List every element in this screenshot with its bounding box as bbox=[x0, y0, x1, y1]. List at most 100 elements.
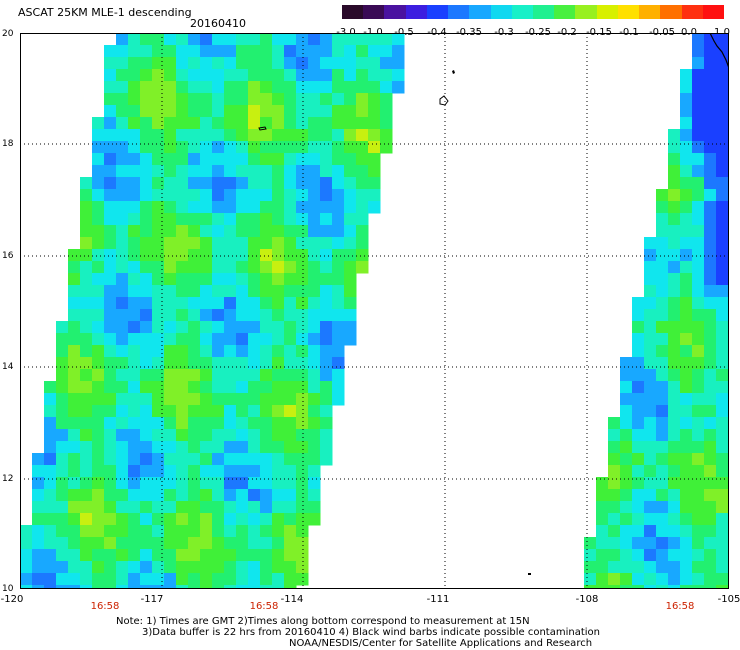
swath-cell bbox=[212, 333, 225, 346]
swath-cell bbox=[308, 417, 321, 430]
swath-cell bbox=[260, 477, 273, 490]
swath-cell bbox=[128, 189, 141, 202]
swath-cell bbox=[248, 165, 261, 178]
swath-cell bbox=[200, 81, 213, 94]
swath-cell bbox=[188, 261, 201, 274]
swath-cell bbox=[344, 45, 357, 58]
swath-cell bbox=[704, 465, 717, 478]
swath-cell bbox=[620, 573, 633, 586]
swath-cell bbox=[140, 57, 153, 70]
swath-cell bbox=[80, 177, 93, 190]
swath-cell bbox=[380, 33, 393, 46]
swath-cell bbox=[44, 477, 57, 490]
swath-cell bbox=[200, 201, 213, 214]
swath-cell bbox=[632, 513, 645, 526]
swath-cell bbox=[92, 381, 105, 394]
swath-cell bbox=[692, 489, 705, 502]
swath-cell bbox=[236, 537, 249, 550]
swath-cell bbox=[656, 417, 669, 430]
swath-cell bbox=[188, 585, 201, 589]
swath-cell bbox=[104, 141, 117, 154]
swath-cell bbox=[692, 141, 705, 154]
swath-cell bbox=[632, 453, 645, 466]
swath-cell bbox=[644, 309, 657, 322]
swath-cell bbox=[332, 165, 345, 178]
swath-cell bbox=[668, 189, 681, 202]
swath-cell bbox=[632, 537, 645, 550]
swath-cell bbox=[668, 393, 681, 406]
swath-cell bbox=[176, 561, 189, 574]
swath-cell bbox=[128, 45, 141, 58]
swath-cell bbox=[260, 105, 273, 118]
swath-cell bbox=[284, 333, 297, 346]
swath-cell bbox=[140, 405, 153, 418]
swath-cell bbox=[188, 249, 201, 262]
swath-cell bbox=[152, 537, 165, 550]
swath-cell bbox=[668, 561, 681, 574]
swath-cell bbox=[260, 177, 273, 190]
swath-cell bbox=[380, 93, 393, 106]
swath-cell bbox=[320, 237, 333, 250]
swath-cell bbox=[308, 453, 321, 466]
swath-cell bbox=[68, 393, 81, 406]
swath-cell bbox=[248, 405, 261, 418]
swath-cell bbox=[188, 333, 201, 346]
note-line-1: Note: 1) Times are GMT 2)Times along bot… bbox=[116, 616, 530, 627]
swath-cell bbox=[716, 573, 729, 586]
swath-cell bbox=[116, 489, 129, 502]
swath-cell bbox=[248, 273, 261, 286]
swath-cell bbox=[140, 177, 153, 190]
swath-cell bbox=[32, 573, 45, 586]
swath-cell bbox=[164, 57, 177, 70]
swath-cell bbox=[272, 357, 285, 370]
swath-cell bbox=[332, 285, 345, 298]
swath-cell bbox=[92, 561, 105, 574]
swath-cell bbox=[704, 225, 717, 238]
swath-cell bbox=[320, 213, 333, 226]
swath-cell bbox=[68, 417, 81, 430]
swath-cell bbox=[668, 405, 681, 418]
swath-cell bbox=[632, 321, 645, 334]
swath-cell bbox=[140, 453, 153, 466]
swath-cell bbox=[272, 33, 285, 46]
swath-cell bbox=[200, 441, 213, 454]
swath-cell bbox=[704, 417, 717, 430]
swath-cell bbox=[380, 141, 393, 154]
swath-cell bbox=[212, 489, 225, 502]
swath-cell bbox=[272, 177, 285, 190]
swath-cell bbox=[308, 321, 321, 334]
swath-cell bbox=[140, 141, 153, 154]
swath-cell bbox=[164, 189, 177, 202]
swath-cell bbox=[176, 573, 189, 586]
swath-cell bbox=[92, 237, 105, 250]
latitude-label: 10 bbox=[2, 584, 14, 594]
swath-cell bbox=[152, 513, 165, 526]
swath-cell bbox=[116, 453, 129, 466]
swath-cell bbox=[704, 309, 717, 322]
swath-cell bbox=[284, 393, 297, 406]
swath-cell bbox=[152, 489, 165, 502]
swath-cell bbox=[164, 453, 177, 466]
swath-cell bbox=[296, 213, 309, 226]
colorbar bbox=[342, 5, 724, 19]
swath-cell bbox=[632, 585, 645, 589]
swath-cell bbox=[260, 405, 273, 418]
swath-cell bbox=[716, 81, 729, 94]
swath-cell bbox=[128, 441, 141, 454]
swath-cell bbox=[692, 309, 705, 322]
swath-cell bbox=[680, 321, 693, 334]
swath-cell bbox=[212, 441, 225, 454]
swath-cell bbox=[332, 273, 345, 286]
swath-cell bbox=[224, 381, 237, 394]
swath-cell bbox=[176, 513, 189, 526]
swath-cell bbox=[200, 285, 213, 298]
swath-cell bbox=[296, 477, 309, 490]
swath-cell bbox=[332, 225, 345, 238]
swath-cell bbox=[368, 117, 381, 130]
swath-cell bbox=[644, 369, 657, 382]
swath-cell bbox=[80, 189, 93, 202]
swath-cell bbox=[152, 33, 165, 46]
swath-cell bbox=[644, 237, 657, 250]
swath-cell bbox=[188, 381, 201, 394]
swath-cell bbox=[644, 549, 657, 562]
